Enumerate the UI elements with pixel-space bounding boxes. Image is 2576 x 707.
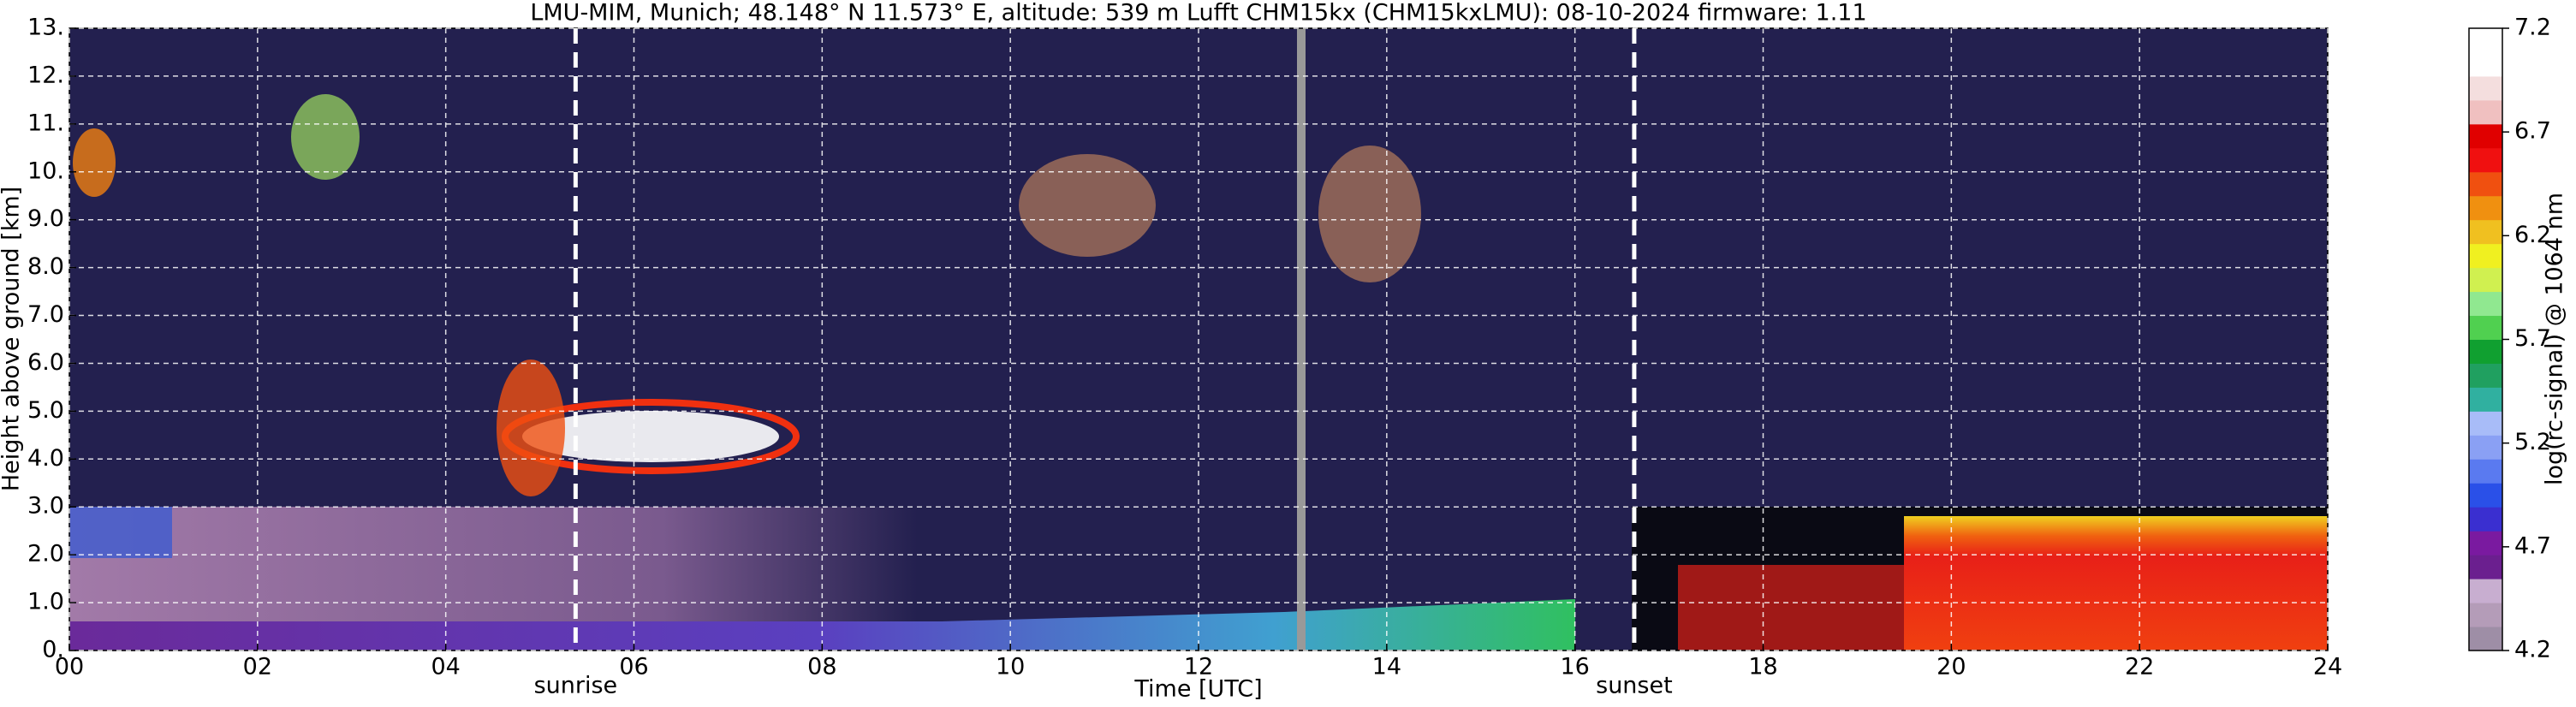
x-tick-label: 14 [1372,654,1401,680]
colorbar-band [2469,243,2502,269]
x-tick-label: 06 [619,654,648,680]
colorbar-band [2469,387,2502,412]
colorbar-band [2469,219,2502,245]
colorbar-band [2469,507,2502,532]
colorbar-tick-label: 6.7 [2514,118,2551,145]
colorbar-band [2469,315,2502,340]
x-tick-label: 12 [1184,654,1213,680]
colorbar-band [2469,411,2502,436]
x-tick-label: 10 [996,654,1025,680]
annotation-label: sunset [1596,673,1673,699]
y-tick-label: 3.0 [27,493,64,520]
x-tick-label: 04 [431,654,460,680]
y-tick-label: 0. [42,637,64,663]
colorbar-tick-label: 4.2 [2514,637,2551,663]
colorbar-tick-label: 4.7 [2514,532,2551,559]
x-tick-label: 08 [807,654,836,680]
y-tick-label: 4.0 [27,445,64,472]
y-tick-label: 7.0 [27,301,64,328]
colorbar-band [2469,123,2502,149]
colorbar-tick-label: 6.2 [2514,222,2551,248]
y-tick-label: 8.0 [27,253,64,280]
y-tick-label: 12. [27,62,64,88]
colorbar-tick-label: 5.2 [2514,429,2551,455]
colorbar-band [2469,195,2502,221]
y-tick-label: 6.0 [27,349,64,376]
colorbar-band [2469,75,2502,101]
colorbar-tick-label: 5.7 [2514,325,2551,352]
colorbar-band [2469,483,2502,508]
x-tick-label: 00 [55,654,84,680]
annotation-label: sunrise [534,673,618,699]
colorbar-band [2469,267,2502,293]
x-tick-label: 24 [2313,654,2342,680]
y-tick-label: 11. [27,110,64,136]
x-tick-label: 02 [243,654,272,680]
colorbar-band [2469,99,2502,125]
y-tick-label: 2.0 [27,541,64,567]
y-tick-label: 10. [27,157,64,184]
colorbar-band [2469,531,2502,556]
colorbar-band [2469,147,2502,173]
x-tick-label: 18 [1748,654,1777,680]
colorbar-band [2469,459,2502,484]
colorbar-band [2469,435,2502,460]
colorbar-band [2469,555,2502,579]
y-tick-label: 13. [27,15,64,41]
colorbar-band [2469,51,2502,77]
colorbar-band [2469,627,2502,651]
colorbar-band [2469,603,2502,627]
colorbar-tick-label: 7.2 [2514,15,2551,41]
y-tick-label: 9.0 [27,205,64,232]
y-tick-label: 5.0 [27,397,64,424]
x-axis-label: Time [UTC] [1133,676,1262,703]
colorbar-band [2469,171,2502,197]
colorbar-band [2469,28,2502,53]
colorbar-band [2469,363,2502,388]
x-tick-label: 22 [2125,654,2154,680]
chart-title: LMU-MIM, Munich; 48.148° N 11.573° E, al… [530,0,1866,27]
colorbar-band [2469,291,2502,317]
colorbar-band [2469,579,2502,603]
colorbar-label: log(rc-signal) @ 1064 nm [2542,193,2568,485]
x-tick-label: 20 [1936,654,1966,680]
y-tick-label: 1.0 [27,589,64,615]
colorbar-band [2469,339,2502,364]
x-tick-label: 16 [1560,654,1589,680]
y-axis-label: Height above ground [km] [0,187,25,491]
